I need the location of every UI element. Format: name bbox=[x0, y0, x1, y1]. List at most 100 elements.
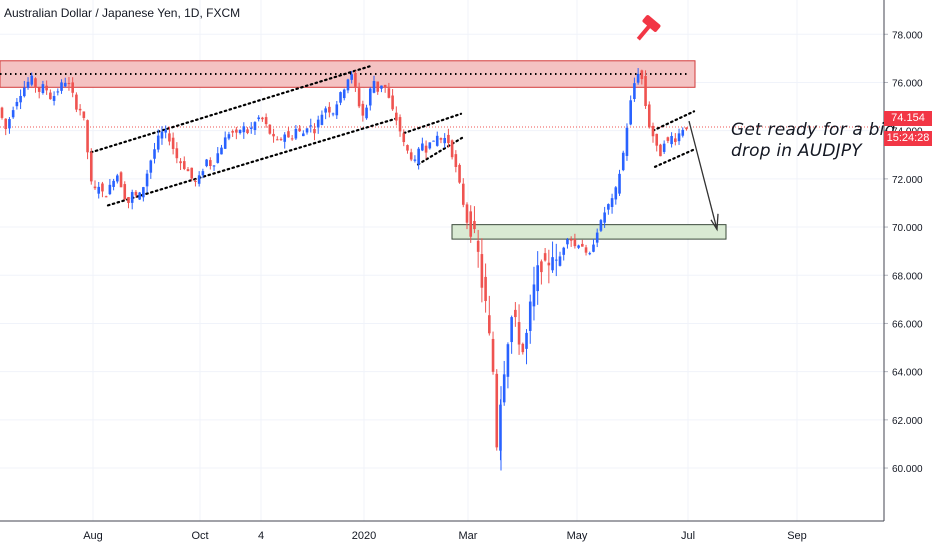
candle-body bbox=[257, 117, 260, 120]
candle bbox=[677, 128, 681, 145]
candle bbox=[554, 243, 558, 277]
candle-body bbox=[636, 73, 640, 83]
candle-body bbox=[104, 196, 108, 198]
candle-body bbox=[156, 135, 160, 150]
candle-body bbox=[554, 259, 558, 261]
candle bbox=[93, 180, 97, 191]
candle-body bbox=[4, 118, 8, 130]
candle bbox=[495, 369, 499, 451]
candle bbox=[8, 117, 11, 134]
candle-body bbox=[112, 180, 115, 187]
x-tick-label: 2020 bbox=[352, 530, 376, 542]
candle bbox=[595, 228, 599, 248]
time-axis: Aug Oct 4 2020 Mar May Jul Sep bbox=[0, 520, 884, 542]
gavel-handle bbox=[636, 24, 651, 41]
candle bbox=[432, 140, 435, 142]
candle-body bbox=[584, 247, 588, 253]
candle-body bbox=[484, 276, 487, 302]
candle-body bbox=[160, 131, 164, 139]
candle-body bbox=[56, 91, 60, 93]
candle bbox=[528, 294, 532, 344]
candle bbox=[220, 144, 223, 155]
candle-body bbox=[655, 133, 659, 146]
candle-body bbox=[461, 183, 465, 205]
trendlines bbox=[89, 64, 696, 207]
bar-countdown-badge: 15:24:28 bbox=[884, 131, 932, 146]
candle-body bbox=[365, 107, 368, 119]
candle-body bbox=[577, 245, 580, 248]
candle-body bbox=[171, 137, 175, 149]
candle-body bbox=[621, 152, 625, 171]
candle-body bbox=[52, 96, 56, 101]
candle-body bbox=[588, 253, 592, 255]
candle bbox=[465, 202, 469, 230]
candle-body bbox=[647, 104, 651, 128]
candle bbox=[350, 71, 353, 84]
candle bbox=[75, 92, 78, 113]
candle bbox=[246, 127, 249, 135]
candle bbox=[331, 112, 335, 117]
candle-body bbox=[346, 79, 350, 91]
y-tick-label: 68.000 bbox=[892, 271, 923, 282]
candle-body bbox=[443, 137, 446, 144]
candle-body bbox=[149, 160, 153, 173]
candle-body bbox=[644, 76, 647, 107]
candle-body bbox=[677, 133, 681, 142]
candle-body bbox=[357, 88, 361, 107]
candle-body bbox=[331, 113, 335, 115]
candle bbox=[387, 82, 391, 99]
candle-body bbox=[19, 95, 22, 103]
candle-body bbox=[495, 373, 499, 448]
candle bbox=[621, 150, 625, 172]
candle bbox=[294, 124, 298, 141]
candle-body bbox=[450, 140, 454, 158]
candle bbox=[547, 249, 551, 284]
y-tick-label: 78.000 bbox=[892, 30, 923, 41]
candle bbox=[409, 148, 413, 162]
candle-body bbox=[290, 138, 294, 140]
candle bbox=[238, 129, 242, 135]
candle-body bbox=[633, 83, 636, 100]
candle bbox=[614, 186, 618, 205]
candle bbox=[521, 342, 525, 355]
x-tick-label: 4 bbox=[258, 530, 264, 542]
candle bbox=[491, 331, 495, 375]
candle bbox=[216, 147, 220, 164]
candle-body bbox=[316, 119, 320, 128]
candle-body bbox=[37, 87, 41, 92]
candle-body bbox=[573, 239, 577, 247]
candle bbox=[223, 131, 227, 150]
candle bbox=[666, 136, 670, 144]
candle bbox=[450, 139, 454, 160]
candle bbox=[618, 169, 621, 196]
candle-body bbox=[651, 125, 655, 137]
candle-body bbox=[417, 148, 420, 165]
candle-body bbox=[231, 131, 234, 133]
candle-body bbox=[264, 117, 268, 125]
candle bbox=[354, 70, 357, 92]
candle-body bbox=[421, 143, 424, 151]
candle bbox=[86, 119, 89, 160]
candle-body bbox=[205, 159, 208, 167]
candle-body bbox=[8, 119, 11, 129]
candle bbox=[339, 91, 342, 106]
y-tick-label: 70.000 bbox=[892, 223, 923, 234]
candle bbox=[171, 132, 175, 155]
channel-lower-line bbox=[106, 117, 398, 207]
candle bbox=[421, 137, 424, 152]
candle-body bbox=[201, 171, 205, 176]
candle bbox=[342, 88, 346, 101]
candle-body bbox=[502, 374, 506, 403]
candle bbox=[607, 203, 610, 215]
candle-body bbox=[581, 243, 584, 247]
candle-body bbox=[469, 211, 473, 237]
x-tick-label: Aug bbox=[83, 530, 103, 542]
candle-body bbox=[599, 220, 603, 231]
candle bbox=[138, 191, 141, 200]
candle-body bbox=[413, 159, 417, 161]
projection-arrow bbox=[688, 120, 719, 232]
candle-body bbox=[674, 138, 677, 142]
candle bbox=[89, 148, 93, 185]
